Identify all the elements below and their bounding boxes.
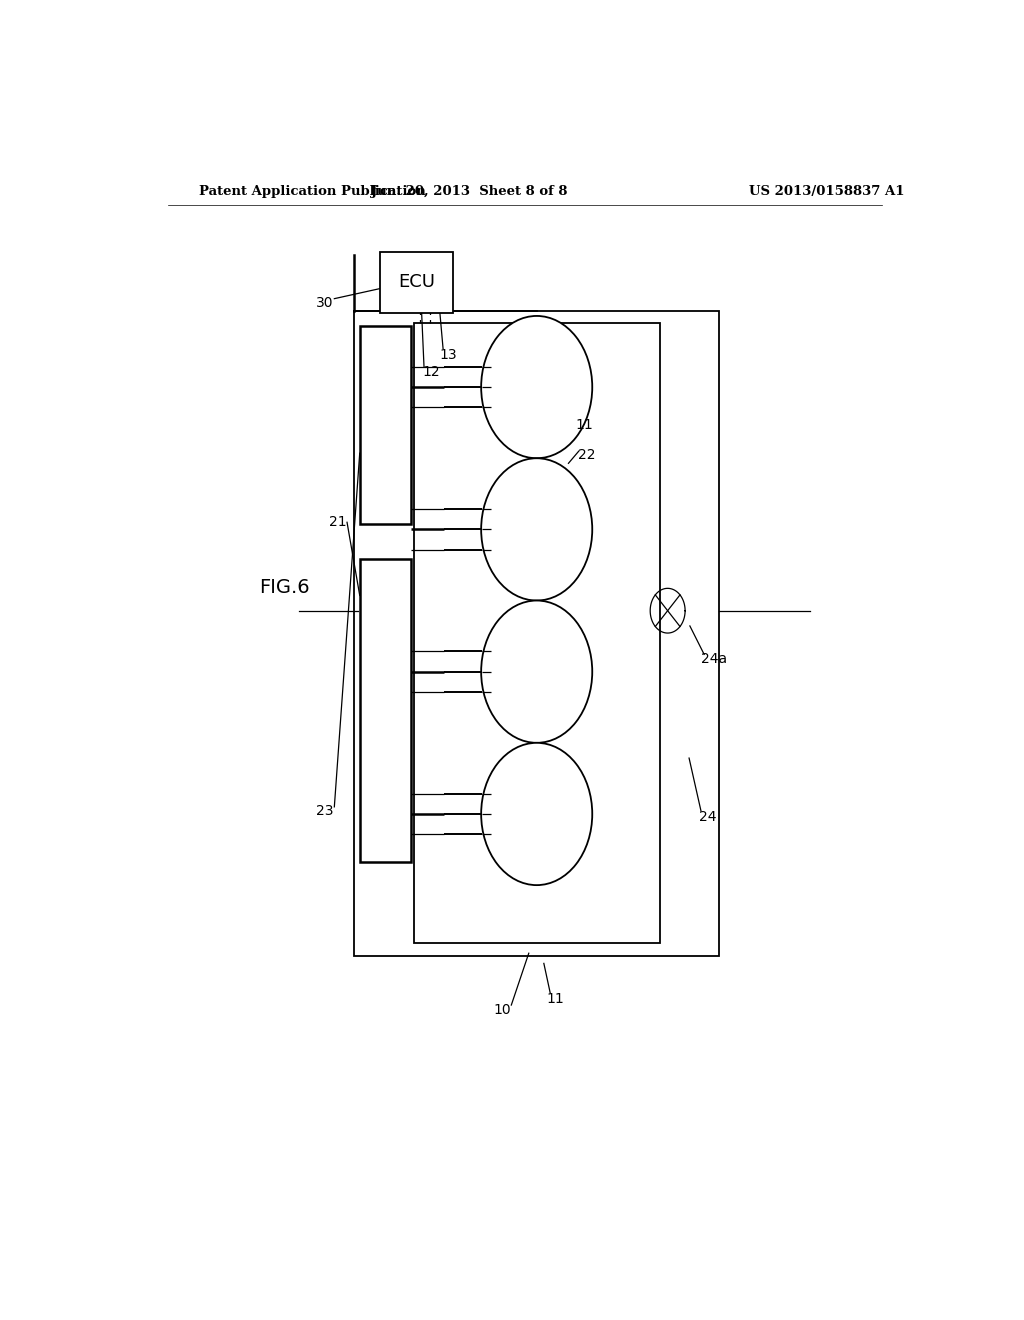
Text: 24: 24 [698, 810, 716, 824]
Text: FIG.6: FIG.6 [259, 578, 309, 597]
Text: 11: 11 [575, 417, 593, 432]
Text: 22: 22 [578, 449, 595, 462]
Text: US 2013/0158837 A1: US 2013/0158837 A1 [749, 185, 904, 198]
Text: Jun. 20, 2013  Sheet 8 of 8: Jun. 20, 2013 Sheet 8 of 8 [371, 185, 567, 198]
Text: 21: 21 [330, 515, 347, 529]
Bar [380, 252, 454, 313]
Circle shape [481, 743, 592, 886]
Circle shape [481, 315, 592, 458]
Text: Patent Application Publication: Patent Application Publication [200, 185, 426, 198]
Text: 11: 11 [546, 991, 564, 1006]
Circle shape [481, 458, 592, 601]
Text: 13: 13 [439, 347, 457, 362]
Bar [414, 323, 659, 942]
Text: 23: 23 [316, 804, 334, 818]
Text: ECU: ECU [398, 273, 435, 292]
Bar [359, 326, 412, 524]
Bar [354, 312, 719, 956]
Text: 30: 30 [316, 296, 334, 310]
Text: 10: 10 [494, 1003, 511, 1018]
Text: 24a: 24a [700, 652, 727, 667]
Circle shape [481, 601, 592, 743]
Text: 12: 12 [422, 364, 440, 379]
Bar [359, 558, 412, 862]
